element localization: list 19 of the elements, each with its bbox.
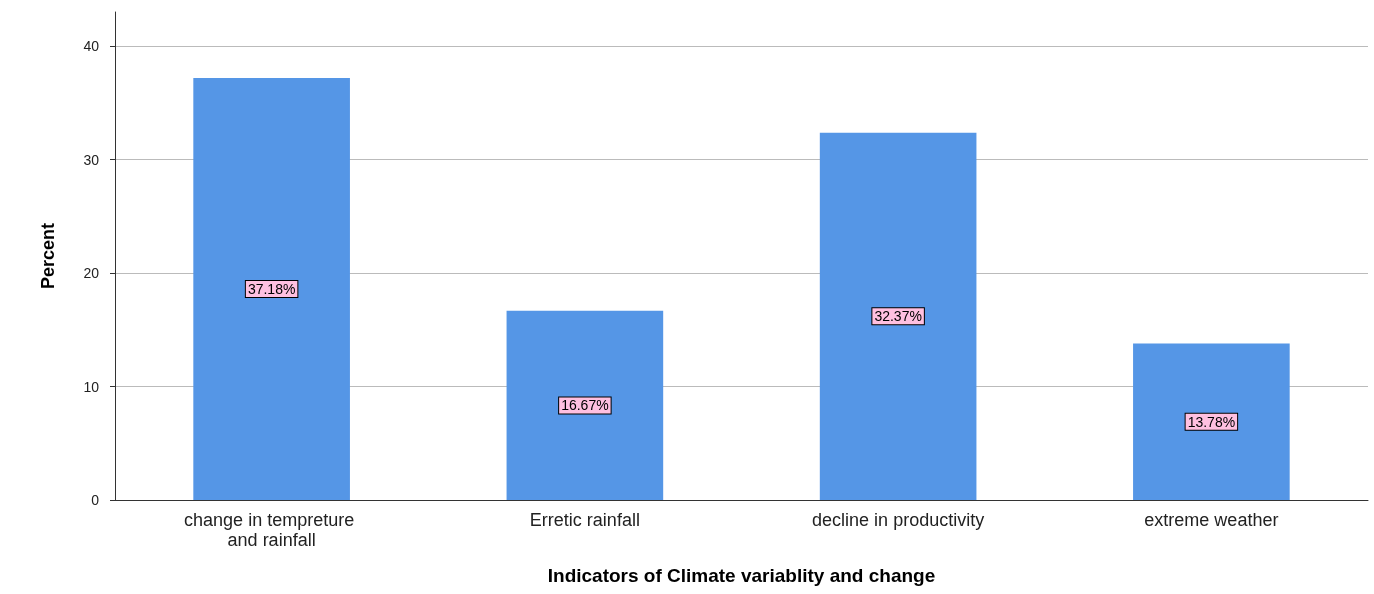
y-axis-title: Percent — [38, 222, 58, 290]
x-axis-title: Indicators of Climate variablity and change — [547, 565, 936, 586]
data-label: 32.37% — [874, 308, 922, 325]
bar — [1133, 343, 1290, 500]
y-tick-label: 0 — [91, 492, 100, 508]
y-tick-label: 30 — [83, 151, 100, 168]
bar — [819, 132, 977, 500]
y-tick-label: 20 — [83, 265, 100, 282]
data-label: 37.18% — [247, 281, 296, 298]
x-tick-label: Erretic rainfall — [529, 510, 640, 530]
bar — [193, 78, 350, 500]
data-label: 13.78% — [1187, 413, 1236, 430]
x-tick-label: change in tempreture and rainfall — [184, 510, 360, 550]
y-tick-label: 40 — [83, 38, 100, 55]
bar — [506, 310, 664, 500]
y-tick-label: 10 — [83, 378, 100, 395]
data-label: 16.67% — [561, 397, 609, 414]
x-tick-label: decline in productivity — [812, 510, 985, 530]
x-tick-label: extreme weather — [1144, 510, 1279, 530]
